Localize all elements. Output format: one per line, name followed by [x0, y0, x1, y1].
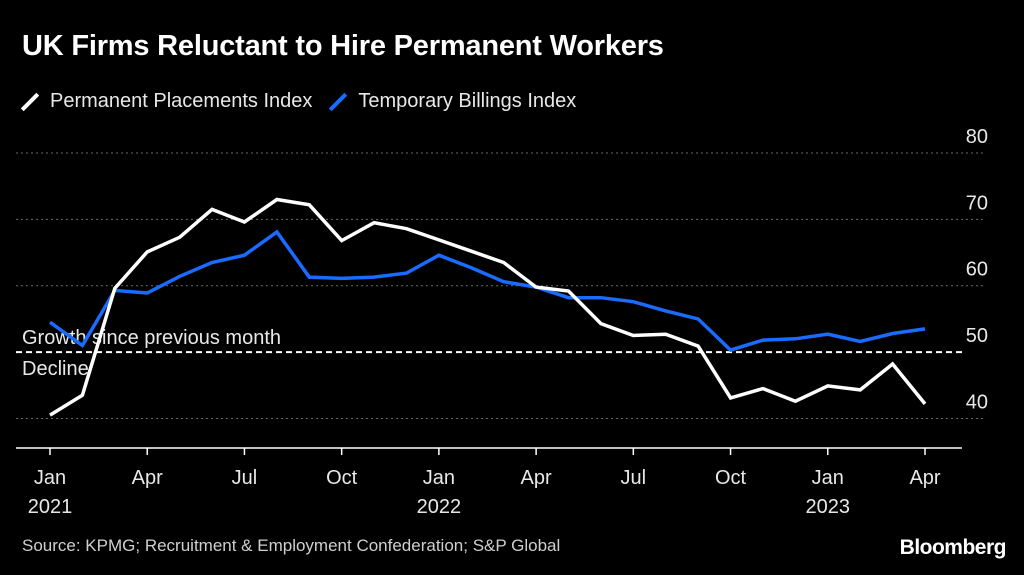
x-tick-label-0: Jan: [34, 467, 66, 489]
legend-label-permanent: Permanent Placements Index: [50, 90, 313, 112]
chart-title: UK Firms Reluctant to Hire Permanent Wor…: [22, 30, 664, 62]
x-tick-label-21: Oct: [715, 467, 747, 489]
x-tick-label-18: Jul: [621, 467, 647, 489]
legend: Permanent Placements Index Temporary Bil…: [22, 90, 594, 113]
y-tick-label-50: 50: [966, 325, 988, 347]
x-tick-label-6: Jul: [232, 467, 258, 489]
legend-label-temporary: Temporary Billings Index: [358, 90, 577, 112]
legend-item-permanent: Permanent Placements Index: [22, 90, 312, 113]
gridlines: [16, 152, 986, 419]
x-year-label-2023: 2023: [806, 496, 851, 518]
series-line-permanent: [49, 197, 927, 417]
reference-line-group: Growth since previous month Decline: [16, 327, 962, 380]
y-axis-labels: 40 50 60 70 80: [966, 126, 988, 413]
x-axis: Jan 2021 Apr Jul Oct Jan 2022 Apr Jul Oct Jan 2023 A…: [16, 447, 962, 518]
y-tick-label-40: 40: [966, 391, 988, 413]
reference-label-decline: Decline: [22, 358, 89, 380]
x-year-label-2022: 2022: [417, 496, 462, 518]
source-note: Source: KPMG; Recruitment & Employment C…: [22, 536, 561, 555]
x-tick-label-24: Jan: [812, 467, 844, 489]
x-year-label-2021: 2021: [28, 496, 73, 518]
x-tick-label-27: Apr: [909, 467, 940, 489]
x-tick-label-15: Apr: [521, 467, 552, 489]
y-tick-label-80: 80: [966, 126, 988, 148]
x-tick-label-3: Apr: [132, 467, 163, 489]
reference-label-growth: Growth since previous month: [22, 327, 281, 349]
legend-item-temporary: Temporary Billings Index: [330, 90, 576, 113]
x-tick-label-12: Jan: [423, 467, 455, 489]
y-tick-label-60: 60: [966, 259, 988, 281]
y-tick-label-70: 70: [966, 192, 988, 214]
bloomberg-logo: Bloomberg: [899, 536, 1007, 559]
x-tick-label-9: Oct: [326, 467, 358, 489]
series-lines: [48, 197, 927, 417]
series-line-temporary: [48, 229, 926, 353]
